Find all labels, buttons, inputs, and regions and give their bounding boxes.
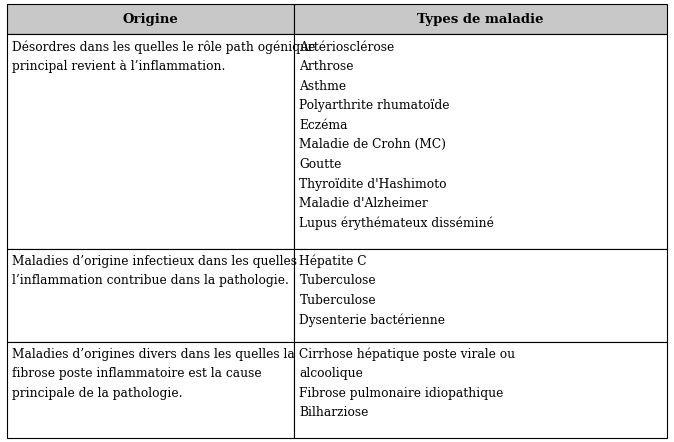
- Bar: [7, 34, 294, 248]
- Bar: [294, 4, 667, 34]
- Text: Thyroïdite d'Hashimoto: Thyroïdite d'Hashimoto: [299, 178, 447, 191]
- Text: Arthrose: Arthrose: [299, 60, 354, 73]
- Text: Tuberculose: Tuberculose: [299, 274, 376, 287]
- Bar: [7, 4, 294, 34]
- Bar: [294, 342, 667, 438]
- Text: Maladies d’origine infectieux dans les quelles: Maladies d’origine infectieux dans les q…: [12, 255, 297, 268]
- Text: principal revient à l’inflammation.: principal revient à l’inflammation.: [12, 60, 226, 73]
- Text: Dysenterie bactérienne: Dysenterie bactérienne: [299, 313, 446, 327]
- Text: Artériosclérose: Artériosclérose: [299, 41, 395, 53]
- Text: alcoolique: alcoolique: [299, 367, 363, 380]
- Text: Bilharziose: Bilharziose: [299, 406, 369, 419]
- Text: Eczéma: Eczéma: [299, 119, 348, 132]
- Text: Goutte: Goutte: [299, 158, 342, 171]
- Text: Fibrose pulmonaire idiopathique: Fibrose pulmonaire idiopathique: [299, 387, 504, 400]
- Text: Désordres dans les quelles le rôle path ogénique: Désordres dans les quelles le rôle path …: [12, 41, 315, 54]
- Bar: [294, 34, 667, 248]
- Bar: [7, 342, 294, 438]
- Bar: [294, 248, 667, 342]
- Text: Types de maladie: Types de maladie: [417, 13, 544, 26]
- Text: Cirrhose hépatique poste virale ou: Cirrhose hépatique poste virale ou: [299, 348, 516, 361]
- Text: Maladie d'Alzheimer: Maladie d'Alzheimer: [299, 197, 428, 210]
- Text: Polyarthrite rhumatoïde: Polyarthrite rhumatoïde: [299, 99, 450, 112]
- Text: Asthme: Asthme: [299, 80, 346, 93]
- Text: Hépatite C: Hépatite C: [299, 255, 367, 268]
- Text: Maladie de Crohn (MC): Maladie de Crohn (MC): [299, 138, 446, 152]
- Bar: [7, 248, 294, 342]
- Text: Lupus érythémateux disséminé: Lupus érythémateux disséminé: [299, 217, 494, 230]
- Text: Origine: Origine: [123, 13, 179, 26]
- Text: Tuberculose: Tuberculose: [299, 294, 376, 307]
- Text: Maladies d’origines divers dans les quelles la: Maladies d’origines divers dans les quel…: [12, 348, 295, 361]
- Text: principale de la pathologie.: principale de la pathologie.: [12, 387, 183, 400]
- Text: fibrose poste inflammatoire est la cause: fibrose poste inflammatoire est la cause: [12, 367, 262, 380]
- Text: l’inflammation contribue dans la pathologie.: l’inflammation contribue dans la patholo…: [12, 274, 289, 287]
